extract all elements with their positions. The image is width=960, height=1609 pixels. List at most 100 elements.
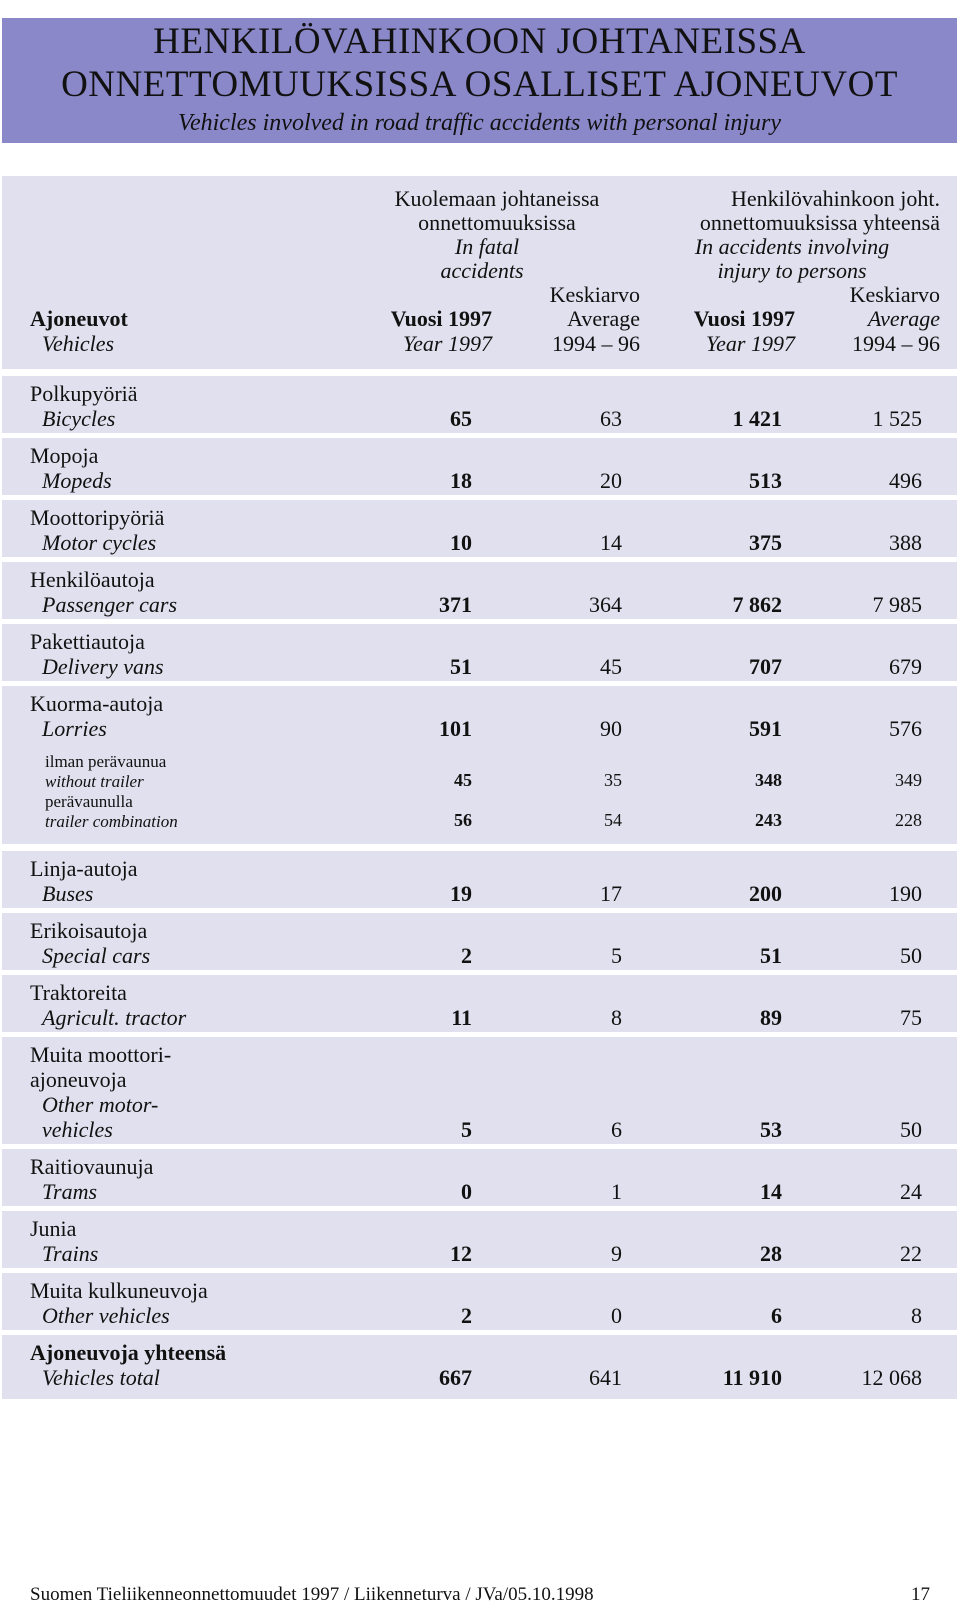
- fatal-1997-cell: 10: [450, 530, 472, 555]
- fatal-1997-cell: 2: [461, 943, 472, 968]
- fatal-1997-cell: 0: [461, 1179, 472, 1204]
- injury-avg-cell: 24: [900, 1179, 922, 1204]
- injury-1997-cell: 348: [755, 770, 782, 790]
- injury-avg-cell: 576: [889, 716, 922, 741]
- header-year-en-1: Year 1997: [402, 331, 492, 356]
- injury-1997-cell: 89: [760, 1005, 782, 1030]
- header-avg-fi-1: Keskiarvo: [549, 282, 640, 307]
- fatal-avg-cell: 1: [611, 1179, 622, 1204]
- injury-1997-cell: 6: [771, 1303, 782, 1328]
- injury-1997-cell: 707: [749, 654, 782, 679]
- header-fatal-en-1: In fatal: [454, 234, 520, 259]
- injury-avg-cell: 679: [889, 654, 922, 679]
- table-row: Mopoja Mopeds 18 20 513 496: [2, 438, 957, 495]
- table-row: Pakettiautoja Delivery vans 51 45 707 67…: [2, 624, 957, 681]
- table-row: Moottoripyöriä Motor cycles 10 14 375 38…: [2, 500, 957, 557]
- row-label-fi: Erikoisautoja: [30, 918, 148, 943]
- injury-1997-cell: 7 862: [732, 592, 783, 617]
- header-injury-fi-1: Henkilövahinkoon joht.: [731, 186, 940, 211]
- row-label-en: Other motor-: [42, 1092, 159, 1117]
- injury-avg-cell: 75: [900, 1005, 922, 1030]
- injury-1997-cell: 591: [749, 716, 782, 741]
- table-row: Erikoisautoja Special cars 2 5 51 50: [2, 913, 957, 970]
- row-label-en: vehicles: [42, 1117, 113, 1142]
- header-avg-years-1: 1994 – 96: [552, 331, 640, 356]
- header-vehicles-fi: Ajoneuvot: [30, 306, 128, 331]
- subrow-label-en: trailer combination: [45, 812, 178, 831]
- injury-avg-cell: 388: [889, 530, 922, 555]
- table-row: Raitiovaunuja Trams 0 1 14 24: [2, 1149, 957, 1206]
- header-avg-en-1: Average: [567, 306, 640, 331]
- fatal-1997-cell: 101: [439, 716, 472, 741]
- fatal-1997-cell: 371: [439, 592, 472, 617]
- injury-1997-cell: 243: [755, 810, 782, 830]
- injury-avg-cell: 496: [889, 468, 922, 493]
- row-label-fi: Kuorma-autoja: [30, 691, 164, 716]
- fatal-1997-cell: 65: [450, 406, 472, 431]
- page-number: 17: [911, 1584, 930, 1605]
- injury-avg-cell: 22: [900, 1241, 922, 1266]
- fatal-1997-cell: 51: [450, 654, 472, 679]
- fatal-1997-cell: 18: [450, 468, 472, 493]
- injury-avg-cell: 12 068: [861, 1365, 923, 1390]
- subrow-label-en: without trailer: [45, 772, 144, 791]
- header-year-fi-2: Vuosi 1997: [693, 306, 795, 331]
- row-label-fi: Moottoripyöriä: [30, 505, 165, 530]
- injury-avg-cell: 190: [889, 881, 922, 906]
- fatal-avg-cell: 0: [611, 1303, 622, 1328]
- fatal-1997-cell: 2: [461, 1303, 472, 1328]
- fatal-avg-cell: 9: [611, 1241, 622, 1266]
- injury-1997-cell: 513: [749, 468, 782, 493]
- header-vehicles-en: Vehicles: [42, 331, 115, 356]
- table-row: Kuorma-autoja Lorries 101 90 591 576 ilm…: [2, 686, 957, 844]
- header-year-fi-1: Vuosi 1997: [390, 306, 492, 331]
- fatal-1997-cell: 19: [450, 881, 472, 906]
- injury-avg-cell: 1 525: [872, 406, 923, 431]
- title-banner: HENKILÖVAHINKOON JOHTANEISSA ONNETTOMUUK…: [2, 18, 957, 143]
- header-avg-fi-2: Keskiarvo: [849, 282, 940, 307]
- row-label-en: Mopeds: [42, 468, 112, 493]
- fatal-1997-cell: 11: [451, 1005, 472, 1030]
- fatal-avg-cell: 6: [611, 1117, 622, 1142]
- row-label-en: Trains: [42, 1241, 99, 1266]
- row-label-fi: Muita kulkuneuvoja: [30, 1278, 208, 1303]
- fatal-avg-cell: 54: [604, 810, 622, 830]
- header-injury-en-2: injury to persons: [717, 258, 867, 283]
- table-row: Junia Trains 12 9 28 22: [2, 1211, 957, 1268]
- injury-1997-cell: 11 910: [722, 1365, 782, 1390]
- fatal-1997-cell: 56: [454, 810, 472, 830]
- row-label-en: Other vehicles: [42, 1303, 170, 1328]
- row-label-fi: Junia: [30, 1216, 77, 1241]
- subrow-label-fi: ilman perävaunua: [45, 752, 167, 771]
- row-label-en: Special cars: [42, 943, 151, 968]
- injury-avg-cell: 50: [900, 943, 922, 968]
- row-label-fi: Ajoneuvoja yhteensä: [30, 1340, 227, 1365]
- row-label-en: Delivery vans: [42, 654, 164, 679]
- fatal-avg-cell: 63: [600, 406, 622, 431]
- header-fatal-en-2: accidents: [440, 258, 524, 283]
- fatal-1997-cell: 667: [439, 1365, 472, 1390]
- footer-text: Suomen Tieliikenneonnettomuudet 1997 / L…: [30, 1584, 594, 1605]
- header-fatal-fi-2: onnettomuuksissa: [418, 210, 576, 235]
- fatal-avg-cell: 14: [600, 530, 622, 555]
- injury-avg-cell: 7 985: [872, 592, 923, 617]
- injury-1997-cell: 14: [760, 1179, 782, 1204]
- header-injury-fi-2: onnettomuuksissa yhteensä: [699, 210, 940, 235]
- row-label-fi: Linja-autoja: [30, 856, 138, 881]
- table-header: Kuolemaan johtaneissa onnettomuuksissa I…: [2, 176, 957, 369]
- header-fatal-fi-1: Kuolemaan johtaneissa: [394, 186, 600, 211]
- fatal-avg-cell: 364: [589, 592, 622, 617]
- fatal-avg-cell: 90: [600, 716, 622, 741]
- injury-1997-cell: 28: [760, 1241, 782, 1266]
- row-label-en: Motor cycles: [42, 530, 157, 555]
- table-row: Muita moottori- ajoneuvoja Other motor- …: [2, 1037, 957, 1144]
- title-line-2: ONNETTOMUUKSISSA OSALLISET AJONEUVOT: [61, 64, 898, 105]
- row-label-fi: Henkilöautoja: [30, 567, 155, 592]
- row-label-fi: Mopoja: [30, 443, 99, 468]
- row-label-en: Agricult. tractor: [42, 1005, 187, 1030]
- fatal-1997-cell: 45: [454, 770, 472, 790]
- injury-1997-cell: 51: [760, 943, 782, 968]
- header-avg-en-2: Average: [867, 306, 940, 331]
- row-label-fi: Muita moottori-: [30, 1042, 172, 1067]
- injury-1997-cell: 53: [760, 1117, 782, 1142]
